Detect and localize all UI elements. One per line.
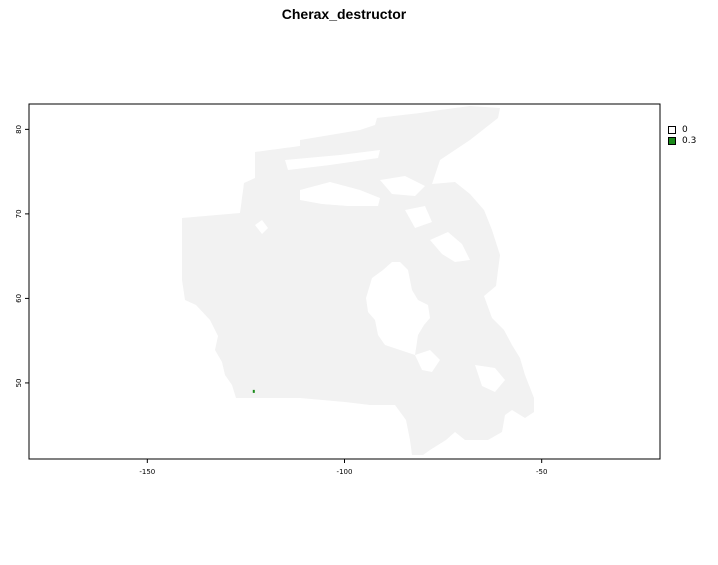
hudson-strait [430, 232, 470, 262]
x-tick-label: -150 [139, 468, 155, 476]
legend-item-1: 0.3 [668, 135, 696, 146]
hudson-bay [366, 262, 430, 355]
legend-swatch [668, 125, 676, 134]
canada-landmass [182, 106, 534, 455]
arctic-channel-3 [380, 176, 425, 196]
legend-item-0: 0 [668, 124, 696, 135]
great-bear-lake [255, 220, 268, 234]
arctic-channel-1 [285, 150, 380, 170]
y-tick-label: 70 [15, 209, 23, 218]
gulf-st-lawrence [475, 365, 505, 392]
arctic-channel-2 [300, 182, 380, 206]
x-axis: -150 -100 -50 [139, 459, 547, 476]
baffin-inlet [405, 206, 432, 228]
y-tick-label: 50 [15, 378, 23, 387]
y-tick-label: 60 [15, 294, 23, 303]
legend: 0 0.3 [668, 124, 696, 146]
y-axis: 50 60 70 80 [15, 125, 29, 387]
legend-swatch [668, 136, 676, 145]
canada-mainland [182, 106, 534, 455]
legend-label: 0 [682, 124, 688, 135]
james-bay [415, 350, 440, 372]
y-tick-label: 80 [15, 125, 23, 134]
presence-point [252, 389, 255, 393]
x-tick-label: -100 [337, 468, 353, 476]
map-title: Cherax_destructor [281, 6, 407, 22]
legend-label: 0.3 [682, 135, 697, 146]
x-tick-label: -50 [536, 468, 547, 476]
